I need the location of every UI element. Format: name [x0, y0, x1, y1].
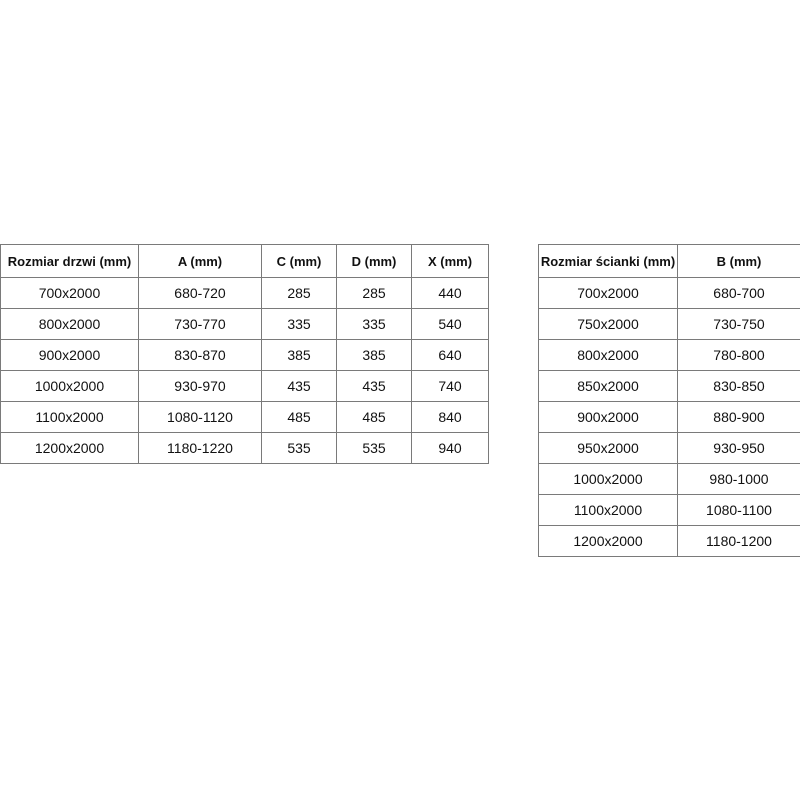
table-cell: 800x2000: [538, 339, 678, 371]
table-cell: 680-720: [138, 277, 262, 309]
door-size-table: Rozmiar drzwi (mm) A (mm) C (mm) D (mm) X (m…: [0, 244, 489, 464]
wall-size-table: Rozmiar ścianki (mm) B (mm) 700x2000 680-7…: [538, 244, 800, 557]
table-cell: 1180-1220: [138, 432, 262, 464]
table-cell: 680-700: [677, 277, 800, 309]
table-row: 750x2000 730-750: [538, 308, 800, 340]
table-cell: 740: [411, 370, 489, 402]
table-cell: 385: [261, 339, 337, 371]
column-header: Rozmiar ścianki (mm): [538, 244, 678, 278]
table-cell: 930-950: [677, 432, 800, 464]
table-cell: 435: [336, 370, 412, 402]
table-row: 700x2000 680-700: [538, 277, 800, 309]
table-header-row: Rozmiar ścianki (mm) B (mm): [538, 244, 800, 278]
table-cell: 800x2000: [0, 308, 139, 340]
table-row: 1100x2000 1080-1100: [538, 494, 800, 526]
table-row: 950x2000 930-950: [538, 432, 800, 464]
table-cell: 780-800: [677, 339, 800, 371]
table-row: 1100x2000 1080-1120 485 485 840: [0, 401, 489, 433]
table-cell: 1100x2000: [0, 401, 139, 433]
table-cell: 980-1000: [677, 463, 800, 495]
table-cell: 850x2000: [538, 370, 678, 402]
table-cell: 940: [411, 432, 489, 464]
table-row: 700x2000 680-720 285 285 440: [0, 277, 489, 309]
table-cell: 830-850: [677, 370, 800, 402]
table-cell: 1080-1100: [677, 494, 800, 526]
column-header: B (mm): [677, 244, 800, 278]
table-cell: 1080-1120: [138, 401, 262, 433]
table-cell: 840: [411, 401, 489, 433]
table-row: 1000x2000 930-970 435 435 740: [0, 370, 489, 402]
table-cell: 700x2000: [0, 277, 139, 309]
table-cell: 640: [411, 339, 489, 371]
table-cell: 285: [336, 277, 412, 309]
table-cell: 1180-1200: [677, 525, 800, 557]
table-cell: 485: [336, 401, 412, 433]
column-header: D (mm): [336, 244, 412, 278]
table-cell: 900x2000: [0, 339, 139, 371]
table-cell: 1100x2000: [538, 494, 678, 526]
table-cell: 1200x2000: [538, 525, 678, 557]
table-row: 800x2000 730-770 335 335 540: [0, 308, 489, 340]
table-cell: 730-770: [138, 308, 262, 340]
table-cell: 1000x2000: [0, 370, 139, 402]
table-cell: 385: [336, 339, 412, 371]
column-header: A (mm): [138, 244, 262, 278]
table-cell: 950x2000: [538, 432, 678, 464]
table-cell: 900x2000: [538, 401, 678, 433]
table-row: 1200x2000 1180-1200: [538, 525, 800, 557]
table-cell: 1200x2000: [0, 432, 139, 464]
table-cell: 830-870: [138, 339, 262, 371]
table-cell: 535: [336, 432, 412, 464]
table-cell: 335: [336, 308, 412, 340]
table-cell: 535: [261, 432, 337, 464]
table-cell: 435: [261, 370, 337, 402]
table-cell: 485: [261, 401, 337, 433]
table-row: 900x2000 880-900: [538, 401, 800, 433]
column-header: Rozmiar drzwi (mm): [0, 244, 139, 278]
table-cell: 285: [261, 277, 337, 309]
table-cell: 730-750: [677, 308, 800, 340]
table-cell: 880-900: [677, 401, 800, 433]
table-row: 800x2000 780-800: [538, 339, 800, 371]
column-header: X (mm): [411, 244, 489, 278]
table-cell: 540: [411, 308, 489, 340]
table-row: 850x2000 830-850: [538, 370, 800, 402]
table-cell: 750x2000: [538, 308, 678, 340]
table-cell: 440: [411, 277, 489, 309]
table-cell: 930-970: [138, 370, 262, 402]
table-cell: 335: [261, 308, 337, 340]
table-row: 1200x2000 1180-1220 535 535 940: [0, 432, 489, 464]
column-header: C (mm): [261, 244, 337, 278]
table-row: 1000x2000 980-1000: [538, 463, 800, 495]
table-cell: 700x2000: [538, 277, 678, 309]
table-row: 900x2000 830-870 385 385 640: [0, 339, 489, 371]
table-cell: 1000x2000: [538, 463, 678, 495]
table-header-row: Rozmiar drzwi (mm) A (mm) C (mm) D (mm) X (m…: [0, 244, 489, 278]
